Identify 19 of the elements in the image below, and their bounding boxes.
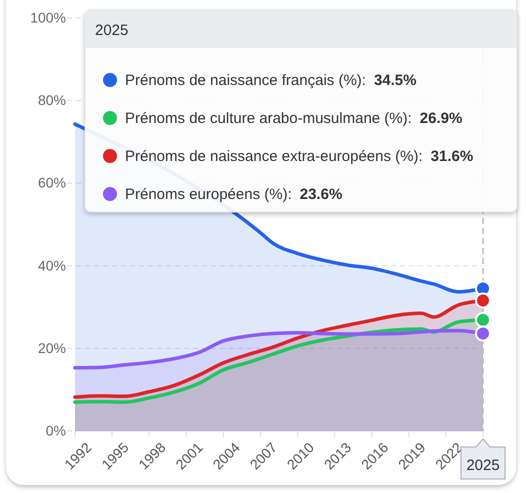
y-tick-label: 60% bbox=[38, 174, 66, 191]
annotation: 34.5% bbox=[374, 72, 416, 89]
y-tick-label: 80% bbox=[38, 92, 66, 108]
annotation: 31.6% bbox=[430, 148, 474, 165]
legend-label: Prénoms de culture arabo-musulmane (%): bbox=[125, 110, 412, 127]
ref-line-label: 2025 bbox=[466, 457, 500, 474]
legend-label: Prénoms de naissance français (%): bbox=[125, 72, 366, 89]
y-tick-label: 20% bbox=[38, 340, 66, 356]
annotation: 2025 bbox=[95, 22, 128, 39]
y-tick-label: 0% bbox=[46, 422, 66, 438]
point bbox=[475, 292, 491, 308]
y-tick-label: 40% bbox=[38, 257, 66, 274]
y-tick-label: 100% bbox=[30, 9, 66, 26]
annotation: 23.6% bbox=[300, 186, 342, 203]
annotation: 26.9% bbox=[420, 110, 462, 127]
legend-label: Prénoms européens (%): bbox=[125, 186, 292, 203]
point bbox=[475, 312, 491, 328]
point bbox=[475, 326, 491, 342]
legend-label: Prénoms de naissance extra-européens (%): bbox=[125, 148, 423, 165]
